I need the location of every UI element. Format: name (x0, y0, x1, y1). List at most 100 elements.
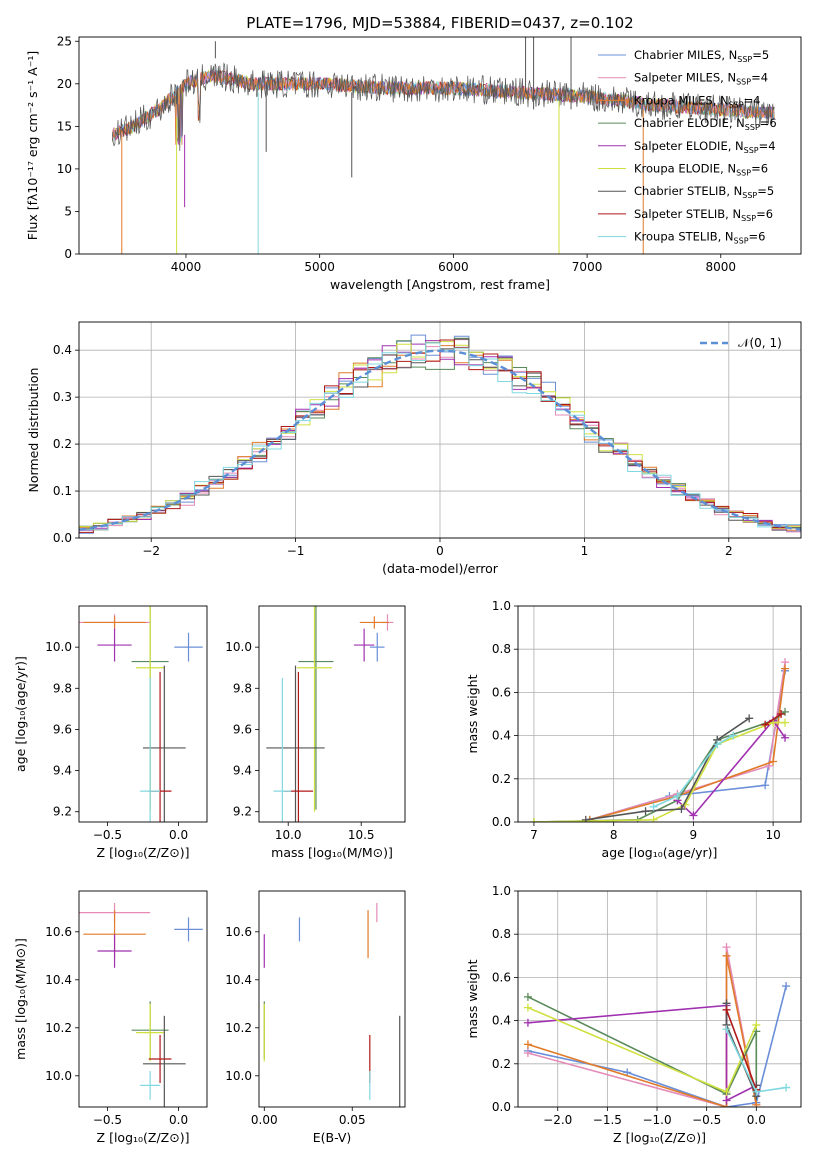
x-tick-label: 2 (725, 544, 733, 558)
y-axis-label: age [log₁₀(age/yr)] (13, 656, 28, 772)
spectra-group (112, 37, 775, 254)
series-marker (722, 1096, 731, 1105)
series-marker (729, 731, 738, 740)
series-line (533, 711, 786, 822)
x-tick-label: 0.0 (169, 1113, 188, 1127)
series-line (653, 734, 734, 808)
y-tick-label: 5 (64, 204, 72, 218)
y-tick-label: 10.4 (225, 973, 252, 987)
y-tick-label: 1.0 (492, 884, 511, 898)
y-tick-label: 9.8 (233, 681, 252, 695)
y-tick-label: 10.2 (45, 1021, 72, 1035)
axes-frame (258, 605, 406, 823)
y-tick-label: 10.0 (45, 640, 72, 654)
y-tick-label: 20 (57, 77, 72, 91)
series-marker (529, 818, 538, 822)
y-axis-label: Normed distribution (26, 368, 41, 493)
x-tick-label: 1 (581, 544, 589, 558)
spectrum-line (112, 62, 775, 152)
series-group (529, 658, 790, 822)
axes-frame (258, 890, 406, 1108)
x-tick-label: 10 (765, 828, 780, 842)
series-marker (677, 805, 686, 814)
series-marker (722, 1005, 731, 1014)
legend-entry: Salpeter ELODIE, NSSP=4 (634, 139, 776, 155)
series-marker (781, 733, 790, 742)
y-tick-label: 9.2 (233, 805, 252, 819)
y-tick-label: 0.4 (492, 1014, 511, 1028)
series-marker (781, 718, 790, 727)
y-tick-label: 9.6 (53, 722, 72, 736)
legend-entry: Chabrier STELIB, NSSP=5 (634, 184, 774, 200)
y-tick-label: 10.0 (225, 640, 252, 654)
y-tick-label: 0.8 (492, 927, 511, 941)
errorbar-group (79, 903, 203, 1107)
y-tick-label: 9.4 (53, 764, 72, 778)
spectrum-line (112, 69, 775, 145)
y-tick-label: 10 (57, 162, 72, 176)
series-marker (523, 1049, 532, 1057)
series-marker (523, 992, 532, 1001)
series-line (527, 1004, 757, 1102)
errorbar-group (263, 903, 401, 1107)
y-tick-label: 9.2 (53, 805, 72, 819)
axes-frame (78, 890, 208, 1108)
y-axis-label: mass weight (465, 674, 480, 753)
series-marker (752, 1087, 761, 1096)
y-tick-label: 10.0 (225, 1069, 252, 1083)
normal-curve (79, 349, 801, 531)
x-tick-label: −0.5 (93, 1113, 122, 1127)
series-marker (722, 1025, 731, 1034)
x-tick-label: 4000 (171, 260, 202, 274)
x-tick-label: 7 (530, 828, 538, 842)
x-tick-label: −1.0 (642, 1113, 671, 1127)
y-tick-label: 0.4 (492, 729, 511, 743)
chart-title: PLATE=1796, MJD=53884, FIBERID=0437, z=0… (246, 14, 633, 32)
series-marker (713, 740, 722, 749)
y-tick-label: 0.8 (492, 642, 511, 656)
legend-entry: 𝒩(0, 1) (738, 336, 782, 350)
x-tick-label: 8 (610, 828, 618, 842)
y-tick-label: 9.4 (233, 764, 252, 778)
x-axis-label: Z [log₁₀(Z/Z⊙)] (97, 1130, 190, 1145)
y-tick-label: 0.0 (492, 815, 511, 829)
series-marker (761, 781, 770, 790)
x-tick-label: 0.05 (339, 1113, 366, 1127)
y-tick-label: 10.4 (45, 973, 72, 987)
y-tick-label: 0.3 (53, 390, 72, 404)
x-axis-label: mass [log₁₀(M/M⊙)] (271, 845, 393, 860)
y-tick-label: 9.6 (233, 722, 252, 736)
series-marker (761, 720, 770, 729)
y-tick-label: 0.0 (492, 1100, 511, 1114)
x-tick-label: 9 (690, 828, 698, 842)
axes-frame (78, 321, 802, 539)
series-marker (641, 807, 650, 816)
legend-entry: Kroupa STELIB, NSSP=6 (634, 230, 765, 246)
x-tick-label: 0.0 (169, 828, 188, 842)
series-line (725, 1009, 758, 1090)
y-tick-label: 0.2 (53, 437, 72, 451)
y-tick-label: 0.0 (53, 531, 72, 545)
series-line (527, 947, 758, 1107)
series-marker (581, 815, 590, 822)
series-marker (649, 815, 658, 822)
series-marker (769, 757, 778, 766)
x-axis-label: E(B-V) (313, 1130, 352, 1145)
x-tick-label: 6000 (438, 260, 469, 274)
x-tick-label: 0.00 (251, 1113, 278, 1127)
series-marker (745, 714, 754, 723)
y-tick-label: 0.1 (53, 484, 72, 498)
y-axis-label: Flux [fλ10⁻¹⁷ erg cm⁻² s⁻¹ A⁻¹] (25, 51, 40, 240)
x-tick-label: −1 (287, 544, 305, 558)
series-marker (523, 1003, 532, 1012)
x-tick-label: 0 (436, 544, 444, 558)
y-tick-label: 10.6 (225, 925, 252, 939)
y-tick-label: 0.6 (492, 685, 511, 699)
axes-frame (517, 605, 802, 823)
series-group (523, 943, 791, 1107)
y-axis-label: mass weight (465, 959, 480, 1038)
x-tick-label: 10.0 (275, 828, 302, 842)
series-marker (722, 943, 731, 952)
errorbar-group (266, 606, 394, 822)
